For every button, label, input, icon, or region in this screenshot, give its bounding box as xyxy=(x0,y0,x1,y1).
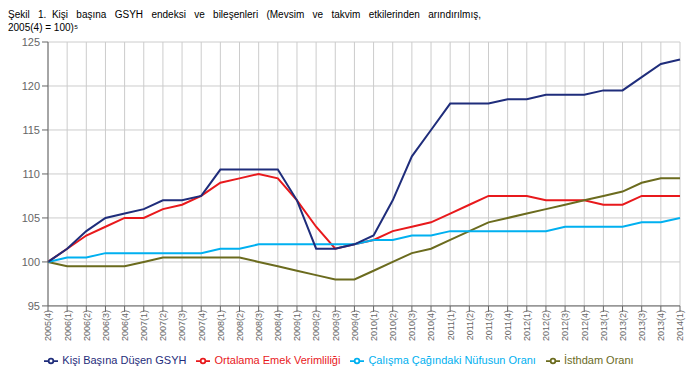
svg-text:2011(4): 2011(4) xyxy=(503,310,513,340)
svg-text:2006(4): 2006(4) xyxy=(120,310,130,341)
svg-text:2011(1): 2011(1) xyxy=(446,310,456,340)
svg-text:2012(4): 2012(4) xyxy=(580,310,590,341)
svg-text:2011(3): 2011(3) xyxy=(484,310,494,340)
svg-text:115: 115 xyxy=(22,124,40,136)
svg-text:2013(1): 2013(1) xyxy=(599,310,609,341)
html-text:İsthdam Oranı: İsthdam Oranı xyxy=(563,353,634,366)
svg-text:125: 125 xyxy=(22,36,40,48)
svg-text:2006(3): 2006(3) xyxy=(101,310,111,341)
html-text:Çalışma Çağındaki Nüfusun Oran: Çalışma Çağındaki Nüfusun Oranı xyxy=(368,353,536,366)
svg-text:2009(3): 2009(3) xyxy=(331,310,341,341)
svg-text:2013(3): 2013(3) xyxy=(637,310,647,341)
svg-text:2007(1): 2007(1) xyxy=(139,310,149,341)
svg-text:2013(4): 2013(4) xyxy=(656,310,666,341)
svg-text:2006(1): 2006(1) xyxy=(63,310,73,341)
svg-text:120: 120 xyxy=(22,80,40,92)
svg-text:2008(1): 2008(1) xyxy=(216,310,226,341)
svg-text:2012(2): 2012(2) xyxy=(541,310,551,341)
svg-text:2008(3): 2008(3) xyxy=(254,310,264,341)
html-text:2005(4) = 100)⁵: 2005(4) = 100)⁵ xyxy=(8,22,78,33)
svg-text:2010(3): 2010(3) xyxy=(407,310,417,341)
svg-text:95: 95 xyxy=(28,300,40,312)
svg-text:105: 105 xyxy=(22,212,40,224)
svg-text:2007(2): 2007(2) xyxy=(158,310,168,341)
svg-text:2012(1): 2012(1) xyxy=(522,310,532,341)
svg-text:2010(1): 2010(1) xyxy=(369,310,379,341)
html-text:Kişi Başına Düşen GSYH: Kişi Başına Düşen GSYH xyxy=(62,353,187,366)
html-text:Şekil 1. Kişi başına GSYH ende: Şekil 1. Kişi başına GSYH endeksi ve bil… xyxy=(8,9,481,20)
html-text:Ortalama Emek Verimliliği: Ortalama Emek Verimliliği xyxy=(214,353,341,366)
svg-text:2014(1): 2014(1) xyxy=(675,310,685,341)
svg-text:2012(3): 2012(3) xyxy=(560,310,570,341)
svg-text:2007(4): 2007(4) xyxy=(197,310,207,341)
svg-text:2005(4): 2005(4) xyxy=(43,310,53,341)
svg-text:100: 100 xyxy=(22,256,40,268)
svg-text:2006(2): 2006(2) xyxy=(82,310,92,341)
svg-text:2013(2): 2013(2) xyxy=(618,310,628,341)
svg-text:110: 110 xyxy=(22,168,40,180)
svg-text:2008(4): 2008(4) xyxy=(273,310,283,341)
svg-text:2010(4): 2010(4) xyxy=(426,310,436,341)
svg-text:2009(1): 2009(1) xyxy=(292,310,302,341)
svg-text:2008(2): 2008(2) xyxy=(235,310,245,341)
svg-text:2010(2): 2010(2) xyxy=(388,310,398,341)
svg-text:2009(2): 2009(2) xyxy=(312,310,322,341)
svg-text:2007(3): 2007(3) xyxy=(177,310,187,341)
svg-text:2011(2): 2011(2) xyxy=(465,310,475,340)
svg-text:2009(4): 2009(4) xyxy=(350,310,360,341)
